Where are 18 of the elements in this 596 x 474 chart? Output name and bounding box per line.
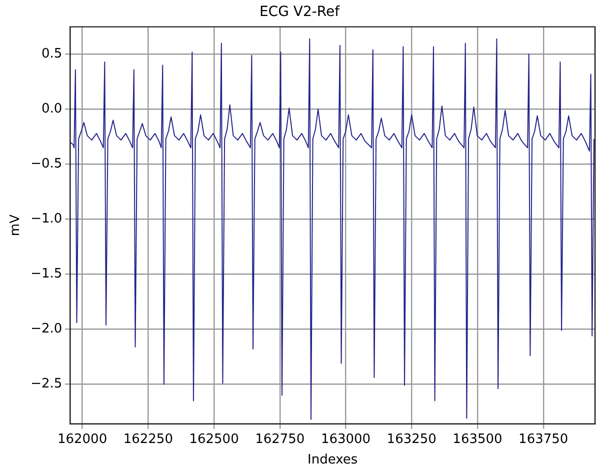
x-tick-label: 163750 — [518, 432, 568, 447]
x-tick-label: 163250 — [386, 432, 436, 447]
x-axis-title: Indexes — [307, 452, 358, 468]
y-tick-label: −2.0 — [30, 322, 62, 337]
y-tick-label: −2.5 — [30, 376, 62, 392]
x-tick-label: 162500 — [189, 432, 239, 447]
y-tick-label: −1.0 — [30, 212, 62, 227]
x-tick-label: 162000 — [57, 432, 108, 447]
y-tick-label: 0.5 — [41, 46, 62, 62]
y-axis-title: mV — [8, 214, 24, 236]
y-tick-label: 0.0 — [41, 102, 62, 117]
chart-title: ECG V2-Ref — [259, 4, 341, 20]
x-tick-label: 163500 — [452, 432, 502, 447]
x-tick-label: 162750 — [255, 432, 305, 447]
x-tick-label: 163000 — [320, 432, 371, 447]
y-tick-label: −0.5 — [30, 156, 62, 172]
y-tick-label: −1.5 — [30, 266, 62, 282]
x-tick-label: 162250 — [123, 432, 173, 447]
